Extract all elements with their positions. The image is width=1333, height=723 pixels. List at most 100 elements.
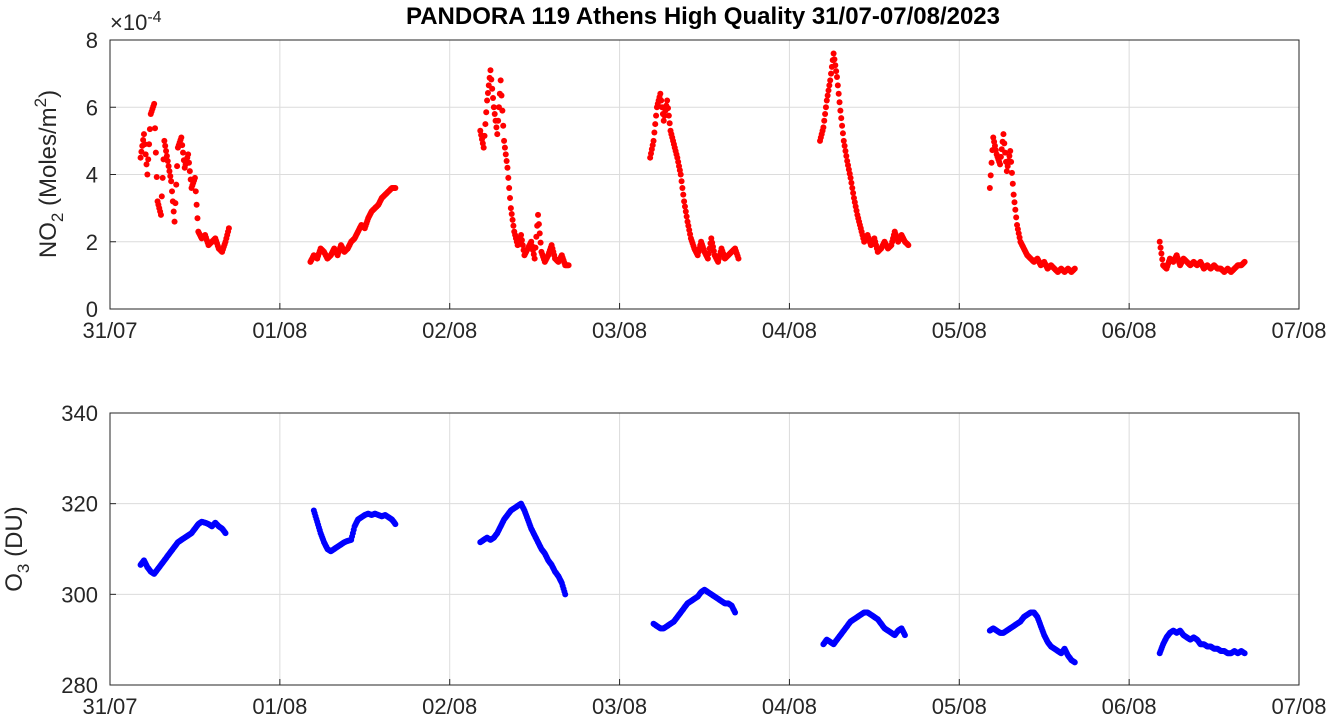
no2-interp-point (850, 189, 857, 196)
no2-interp-point (490, 95, 497, 102)
no2-interp-point (152, 149, 159, 156)
no2-x-tick-label: 06/08 (1102, 318, 1157, 343)
no2-data-point (161, 137, 168, 144)
no2-data-point (531, 255, 538, 262)
o3-day-series-06-08 (1156, 627, 1248, 657)
o3-day-series-31-07 (137, 518, 229, 577)
no2-data-point (140, 131, 147, 138)
no2-interp-point (848, 179, 855, 186)
no2-data-point (847, 174, 854, 181)
no2-interp-point (832, 62, 839, 69)
no2-data-point (704, 255, 711, 262)
no2-data-point (837, 107, 844, 114)
no2-interp-point (842, 147, 849, 154)
no2-interp-point (821, 117, 828, 124)
no2-data-point (535, 211, 542, 218)
no2-panel: 31/07 01/08 02/08 03/08 04/08 05/08 06/08 07/08… (31, 9, 1327, 343)
no2-interp-point (1009, 180, 1016, 187)
no2-interp-point (145, 156, 152, 163)
no2-interp-point (185, 159, 192, 166)
no2-data-point (504, 164, 511, 171)
o3-x-tick-label: 01/08 (252, 694, 307, 719)
o3-data-point (562, 591, 569, 598)
no2-data-point (735, 255, 742, 262)
no2-interp-point (503, 158, 510, 165)
no2-interp-point (495, 117, 502, 124)
o3-x-tick-label: 31/07 (82, 694, 137, 719)
no2-data-point (487, 67, 494, 74)
no2-data-point (494, 131, 501, 138)
o3-panel: 31/07 01/08 02/08 03/08 04/08 05/08 06/08 07/08… (1, 401, 1327, 719)
no2-interp-point (483, 109, 490, 116)
o3-data-point (901, 632, 908, 639)
no2-data-point (137, 154, 144, 161)
no2-interp-point (173, 181, 180, 188)
no2-data-point (840, 137, 847, 144)
no2-data-point (820, 124, 827, 131)
no2-interp-point (536, 230, 543, 237)
no2-x-tick-label: 05/08 (932, 318, 987, 343)
no2-interp-point (180, 149, 187, 156)
no2-interp-point (822, 104, 829, 111)
no2-data-point (178, 134, 185, 141)
o3-x-tick-label: 04/08 (762, 694, 817, 719)
o3-day-series-02-08 (477, 500, 569, 598)
o3-y-tick-label: 280 (61, 673, 98, 698)
no2-interp-point (153, 174, 160, 181)
no2-tick-labels: 31/07 01/08 02/08 03/08 04/08 05/08 06/08 07/08… (82, 28, 1326, 343)
no2-y-tick-label: 8 (86, 28, 98, 53)
no2-interp-point (679, 184, 686, 191)
o3-y-tick-label: 340 (61, 401, 98, 426)
no2-x-tick-label: 02/08 (422, 318, 477, 343)
no2-interp-point (678, 178, 685, 185)
no2-interp-point (1008, 158, 1015, 165)
no2-interp-point (1008, 169, 1015, 176)
no2-interp-point (651, 129, 658, 136)
no2-day-series-04-08 (817, 50, 912, 255)
no2-data-point (1003, 168, 1010, 175)
no2-y-tick-label: 6 (86, 95, 98, 120)
no2-interp-point (482, 121, 489, 128)
o3-x-tick-label: 02/08 (422, 694, 477, 719)
o3-data-point (392, 521, 399, 528)
no2-interp-point (682, 208, 689, 215)
no2-data-point (151, 100, 158, 107)
no2-interp-point (146, 141, 153, 148)
no2-interp-point (681, 203, 688, 210)
no2-interp-point (1004, 163, 1011, 170)
no2-data-point (1156, 238, 1163, 245)
o3-x-tick-label: 03/08 (592, 694, 647, 719)
no2-interp-point (499, 107, 506, 114)
o3-data-point (222, 530, 229, 537)
no2-interp-point (1006, 153, 1013, 160)
no2-data-point (823, 97, 830, 104)
no2-day-series-03-08 (647, 90, 742, 265)
no2-data-point (827, 77, 834, 84)
no2-x-tick-label: 31/07 (82, 318, 137, 343)
no2-interp-point (652, 121, 659, 128)
no2-interp-point (839, 130, 846, 137)
o3-x-tick-label: 07/08 (1271, 694, 1326, 719)
no2-data-point (518, 232, 525, 239)
no2-data-point (1010, 191, 1017, 198)
no2-day-series-31-07 (137, 100, 232, 255)
no2-interp-point (664, 105, 671, 112)
no2-y-tick-label: 4 (86, 163, 98, 188)
no2-interp-point (186, 168, 193, 175)
no2-data-point (191, 174, 198, 181)
no2-interp-point (1011, 199, 1018, 206)
no2-data-point (171, 218, 178, 225)
no2-y-tick-label: 2 (86, 230, 98, 255)
no2-interp-point (508, 211, 515, 218)
no2-data-point (501, 137, 508, 144)
o3-gridlines (109, 412, 1300, 686)
no2-interp-point (705, 250, 712, 257)
no2-interp-point (484, 89, 491, 96)
no2-interp-point (489, 85, 496, 92)
no2-data-point (650, 137, 657, 144)
no2-interp-point (481, 132, 488, 139)
no2-interp-point (839, 122, 846, 129)
no2-data-point (833, 73, 840, 80)
no2-interp-point (498, 92, 505, 99)
no2-interp-point (162, 142, 169, 149)
